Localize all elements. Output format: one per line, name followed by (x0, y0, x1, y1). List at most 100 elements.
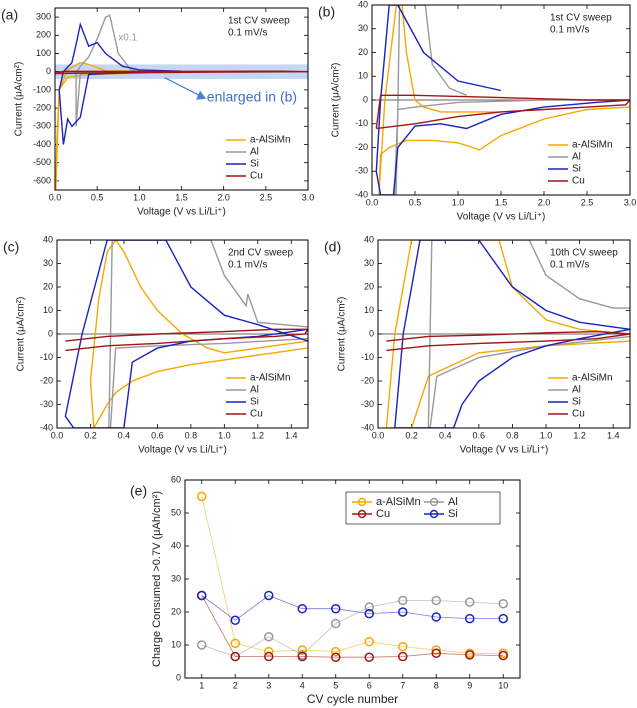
y-tick-label: -10 (355, 118, 368, 128)
y-tick-label: 50 (171, 507, 181, 517)
y-tick-label: 0 (369, 328, 374, 338)
marker (264, 646, 274, 657)
legend-label: a-AlSiMn (572, 373, 613, 384)
legend-box (345, 491, 501, 525)
legend-label: Cu (572, 409, 585, 420)
y-axis-label: Current (μA/cm²) (331, 63, 342, 138)
annotation: 1st CV sweep (228, 16, 290, 27)
y-tick-label: -10 (40, 352, 53, 362)
x-axis-label: CV cycle number (307, 692, 398, 706)
callout-arrow (164, 77, 201, 97)
marker (364, 608, 374, 619)
marker (364, 602, 374, 612)
legend-label: Cu (250, 409, 263, 420)
marker (465, 597, 475, 607)
legend-label: a-AlSiMn (572, 140, 613, 151)
legend-label: Si (572, 164, 581, 175)
marker (197, 590, 207, 601)
annotation: 0.1 mV/s (228, 260, 267, 271)
series-line (89, 240, 308, 428)
series-line (375, 5, 630, 195)
series-line (427, 240, 630, 428)
plot-frame (377, 239, 631, 429)
series-line (201, 496, 504, 654)
x-tick-label: 3.0 (302, 192, 315, 202)
series-line (108, 240, 308, 428)
y-tick-label: 0 (48, 328, 53, 338)
y-tick-label: 30 (43, 258, 53, 268)
y-axis-label: Current (μA/cm²) (337, 297, 348, 372)
legend-label: Si (448, 508, 458, 520)
panel-label: (e) (130, 483, 147, 499)
series-line (201, 595, 504, 658)
marker (465, 650, 475, 660)
marker (230, 638, 240, 649)
y-tick-label: 40 (171, 540, 181, 550)
legend-marker (429, 497, 439, 507)
x-tick-label: 9 (467, 680, 472, 690)
series-line (386, 330, 630, 352)
series-line (375, 94, 630, 130)
y-tick-label: 0 (46, 66, 51, 76)
legend-label: Al (572, 385, 581, 396)
annotation: 1st CV sweep (550, 13, 612, 24)
y-tick-label: -30 (361, 399, 374, 409)
y-tick-label: -200 (33, 102, 51, 112)
y-tick-label: 20 (358, 47, 368, 57)
y-tick-label: -400 (33, 139, 51, 149)
marker (498, 650, 508, 661)
plot-frame (54, 7, 309, 191)
marker (431, 645, 441, 655)
annotation: 0.1 mV/s (228, 28, 267, 39)
series-line (201, 595, 504, 621)
marker (264, 590, 274, 601)
marker (197, 640, 207, 650)
arrow-head (196, 90, 207, 100)
annotation: 10th CV sweep (550, 248, 618, 259)
x-tick-label: 3.0 (624, 197, 637, 207)
y-tick-label: 60 (171, 474, 181, 484)
legend-label: Si (250, 159, 259, 170)
x-tick-label: 0.4 (118, 430, 131, 440)
x-tick-label: 1.0 (133, 192, 146, 202)
annotation: 0.1 mV/s (550, 25, 589, 36)
x-tick-label: 2.5 (260, 192, 273, 202)
y-axis-label: Current (μA/cm²) (16, 297, 27, 372)
y-tick-label: -500 (33, 157, 51, 167)
series-line (201, 600, 504, 657)
marker (264, 632, 274, 642)
marker (398, 641, 408, 652)
marker (431, 648, 441, 658)
y-tick-label: -100 (33, 84, 51, 94)
marker (364, 652, 374, 662)
marker (331, 652, 341, 662)
x-tick-label: 5 (333, 680, 338, 690)
y-tick-label: -600 (33, 175, 51, 185)
x-axis-label: Voltage (V vs Li/Li⁺) (138, 445, 227, 456)
panel-label: (a) (1, 7, 18, 23)
x-tick-label: 0.8 (506, 430, 519, 440)
y-tick-label: 0 (363, 94, 368, 104)
marker (331, 646, 341, 657)
x-tick-label: 0.0 (372, 430, 385, 440)
legend-label: Al (572, 152, 581, 163)
marker (498, 599, 508, 609)
x-tick-label: 0.6 (151, 430, 164, 440)
x-tick-label: 2.0 (217, 192, 230, 202)
y-tick-label: 10 (364, 305, 374, 315)
x-axis-label: Voltage (V vs Li/Li⁺) (457, 212, 546, 223)
plot-frame (56, 239, 309, 429)
marker (297, 645, 307, 655)
series-line (394, 240, 630, 428)
marker (197, 491, 207, 502)
legend-label: Al (448, 496, 458, 508)
marker (364, 636, 374, 647)
x-tick-label: 0.0 (49, 192, 62, 202)
y-tick-label: 10 (358, 71, 368, 81)
y-tick-label: 20 (364, 281, 374, 291)
y-tick-label: -40 (40, 422, 53, 432)
marker (431, 612, 441, 622)
y-tick-label: 10 (43, 305, 53, 315)
marker (398, 651, 408, 662)
